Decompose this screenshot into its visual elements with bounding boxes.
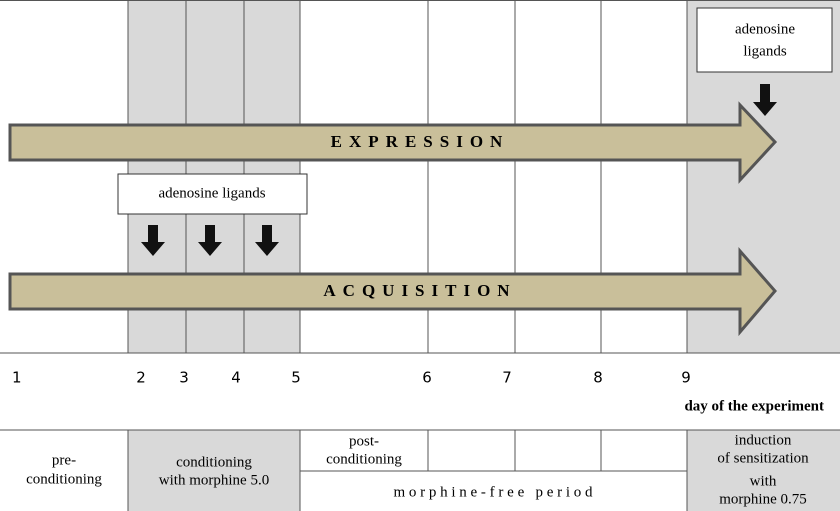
arrow-label: ACQUISITION [323,281,516,300]
phase: post- [349,433,379,449]
day-label: 1 [12,369,22,387]
phase: induction [735,432,792,448]
phases: pre- conditioning conditioning with morp… [26,432,809,507]
box [117,173,308,215]
box [696,7,833,73]
phase: conditioning [26,471,102,487]
box-text: adenosine [735,21,795,37]
box-text: adenosine ligands [158,185,265,201]
day-label: 3 [179,369,189,387]
shading [128,0,840,511]
small-arrows [141,84,777,256]
day-label: 7 [502,369,512,387]
phase: with [750,473,777,489]
axis-label: day of the experiment [684,398,824,414]
phase: with morphine 5.0 [159,472,269,488]
day-label: 5 [291,369,301,387]
day-labels: 1 2 3 4 5 6 7 8 9 [12,369,691,387]
day-label: 2 [136,369,146,387]
phase: conditioning [326,451,402,467]
day-label: 9 [681,369,691,387]
day-label: 6 [422,369,432,387]
arrow-label: EXPRESSION [331,132,510,151]
phase: conditioning [176,454,252,470]
phase: morphine 0.75 [719,491,807,507]
day-label: 8 [593,369,603,387]
big-arrows [8,101,778,337]
day-label: 4 [231,369,241,387]
phase: m o r p h i n e - f r e e p e r i o d [393,484,593,500]
phase: of sensitization [717,450,809,466]
phase: pre- [52,452,76,468]
box-text: ligands [743,43,786,59]
